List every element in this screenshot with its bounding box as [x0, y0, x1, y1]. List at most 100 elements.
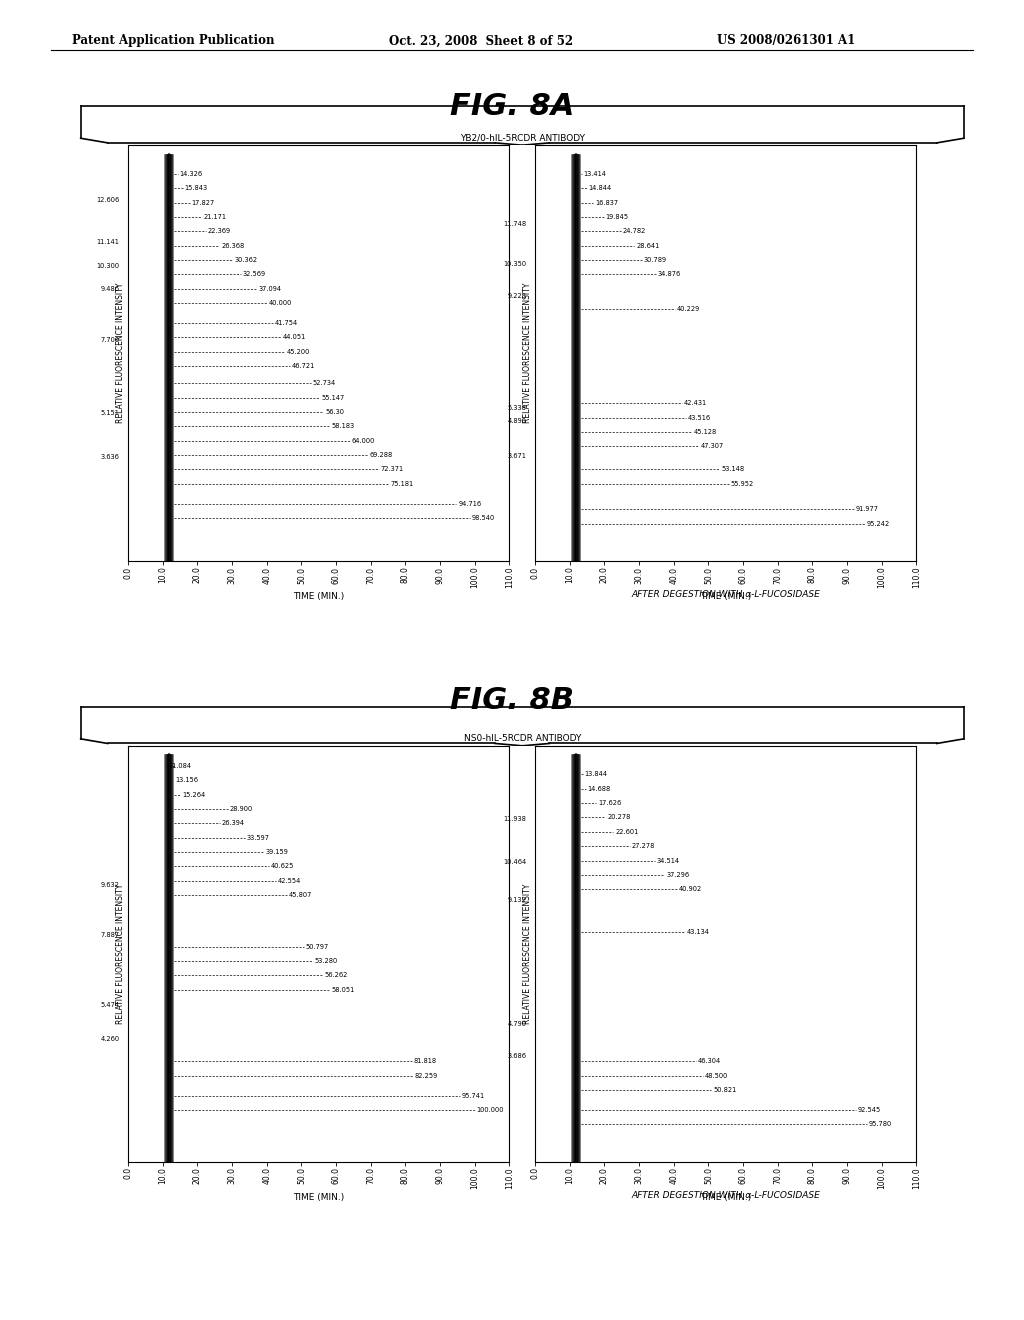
Y-axis label: RELATIVE FLUORESCENCE INTENSITY: RELATIVE FLUORESCENCE INTENSITY	[523, 883, 532, 1024]
Text: 9.632: 9.632	[100, 882, 120, 888]
Text: 17.827: 17.827	[191, 199, 215, 206]
Text: 22.369: 22.369	[207, 228, 230, 234]
Text: 92.545: 92.545	[858, 1107, 881, 1113]
Text: 72.371: 72.371	[381, 466, 403, 473]
Text: Oct. 23, 2008  Sheet 8 of 52: Oct. 23, 2008 Sheet 8 of 52	[389, 34, 573, 48]
Text: 43.134: 43.134	[686, 929, 710, 935]
Text: 30.362: 30.362	[236, 257, 258, 263]
Text: 15.843: 15.843	[184, 185, 208, 191]
Text: FIG. 8A: FIG. 8A	[450, 92, 574, 121]
Text: 95.242: 95.242	[867, 520, 890, 527]
Text: 12.606: 12.606	[96, 197, 120, 202]
Text: 3.671: 3.671	[508, 453, 526, 459]
Text: 41.754: 41.754	[274, 319, 298, 326]
Text: FIG. 8B: FIG. 8B	[450, 686, 574, 715]
Text: Patent Application Publication: Patent Application Publication	[72, 34, 274, 48]
Text: 52.734: 52.734	[312, 380, 336, 387]
Text: 30.789: 30.789	[643, 257, 667, 263]
Text: 69.288: 69.288	[370, 451, 393, 458]
Text: 45.807: 45.807	[289, 892, 312, 898]
Text: 37.296: 37.296	[666, 871, 689, 878]
Text: 82.259: 82.259	[415, 1073, 438, 1078]
Text: 40.902: 40.902	[679, 886, 701, 892]
Text: 94.716: 94.716	[458, 500, 481, 507]
Text: 50.821: 50.821	[713, 1086, 736, 1093]
Text: 27.278: 27.278	[632, 843, 654, 849]
Text: 4.790: 4.790	[507, 1022, 526, 1027]
Text: 11.748: 11.748	[503, 222, 526, 227]
Text: 11.084: 11.084	[168, 763, 191, 768]
Text: 45.200: 45.200	[287, 348, 310, 355]
Text: 58.051: 58.051	[331, 986, 354, 993]
Text: 64.000: 64.000	[351, 437, 375, 444]
Text: 15.264: 15.264	[182, 792, 206, 797]
Text: 95.780: 95.780	[869, 1121, 892, 1127]
Text: 5.474: 5.474	[100, 1002, 120, 1007]
Text: 7.887: 7.887	[100, 932, 120, 939]
Text: US 2008/0261301 A1: US 2008/0261301 A1	[717, 34, 855, 48]
Text: 11.141: 11.141	[96, 239, 120, 244]
Text: 40.000: 40.000	[268, 300, 292, 306]
Text: 39.159: 39.159	[265, 849, 289, 855]
Text: 10.350: 10.350	[503, 261, 526, 267]
Text: YB2/0-hIL-5RCDR ANTIBODY: YB2/0-hIL-5RCDR ANTIBODY	[460, 133, 585, 143]
Text: 34.876: 34.876	[657, 271, 681, 277]
Text: 4.260: 4.260	[100, 1036, 120, 1043]
Text: 75.181: 75.181	[390, 480, 414, 487]
Text: 9.486: 9.486	[100, 286, 120, 292]
X-axis label: TIME (MIN.): TIME (MIN.)	[700, 1193, 752, 1203]
Text: 22.601: 22.601	[615, 829, 638, 834]
Text: 58.183: 58.183	[332, 424, 354, 429]
Text: 55.952: 55.952	[731, 480, 754, 487]
Y-axis label: RELATIVE FLUORESCENCE INTENSITY: RELATIVE FLUORESCENCE INTENSITY	[116, 883, 125, 1024]
Text: NS0-hIL-5RCDR ANTIBODY: NS0-hIL-5RCDR ANTIBODY	[464, 734, 581, 743]
Text: 3.686: 3.686	[507, 1053, 526, 1059]
Text: 34.514: 34.514	[656, 858, 680, 863]
Text: 47.307: 47.307	[700, 444, 724, 449]
Text: 9.132: 9.132	[508, 896, 526, 903]
Text: 44.051: 44.051	[283, 334, 306, 341]
Text: 46.304: 46.304	[697, 1059, 721, 1064]
Text: 28.641: 28.641	[636, 243, 659, 248]
Text: 56.30: 56.30	[325, 409, 344, 414]
Text: 14.844: 14.844	[588, 185, 611, 191]
X-axis label: TIME (MIN.): TIME (MIN.)	[293, 593, 344, 602]
Text: 95.741: 95.741	[462, 1093, 484, 1098]
Text: 42.554: 42.554	[278, 878, 301, 883]
Text: 4.890: 4.890	[507, 417, 526, 424]
Text: 20.278: 20.278	[607, 814, 631, 821]
Text: 56.262: 56.262	[325, 973, 348, 978]
Text: 37.094: 37.094	[258, 285, 282, 292]
Text: 32.569: 32.569	[243, 271, 266, 277]
Text: 13.844: 13.844	[585, 771, 608, 777]
Text: 48.500: 48.500	[705, 1073, 728, 1078]
Y-axis label: RELATIVE FLUORESCENCE INTENSITY: RELATIVE FLUORESCENCE INTENSITY	[523, 282, 532, 424]
Text: 13.156: 13.156	[175, 777, 199, 783]
Text: 5.338: 5.338	[508, 405, 526, 411]
Text: 55.147: 55.147	[321, 395, 344, 400]
Text: 14.688: 14.688	[588, 785, 611, 792]
Text: 100.000: 100.000	[476, 1107, 504, 1113]
Text: 40.229: 40.229	[676, 306, 699, 312]
Text: 10.300: 10.300	[96, 263, 120, 269]
Text: 17.626: 17.626	[598, 800, 622, 807]
X-axis label: TIME (MIN.): TIME (MIN.)	[293, 1193, 344, 1203]
Text: 21.171: 21.171	[203, 214, 226, 220]
Text: 14.326: 14.326	[179, 170, 203, 177]
Text: 13.414: 13.414	[584, 170, 606, 177]
Text: 11.938: 11.938	[504, 816, 526, 822]
Text: 42.431: 42.431	[684, 400, 707, 407]
Text: 91.977: 91.977	[856, 507, 879, 512]
Text: AFTER DEGESTION WITH α-L-FUCOSIDASE: AFTER DEGESTION WITH α-L-FUCOSIDASE	[632, 590, 820, 599]
Text: 46.721: 46.721	[292, 363, 315, 370]
Text: 28.900: 28.900	[230, 807, 253, 812]
Text: 26.368: 26.368	[221, 243, 245, 248]
Text: 98.540: 98.540	[471, 515, 495, 521]
Text: 19.845: 19.845	[605, 214, 629, 220]
Text: 50.797: 50.797	[306, 944, 329, 949]
Text: 7.700: 7.700	[100, 337, 120, 343]
Text: 3.636: 3.636	[100, 454, 120, 459]
Text: 24.782: 24.782	[623, 228, 646, 234]
Text: 26.394: 26.394	[221, 820, 245, 826]
X-axis label: TIME (MIN.): TIME (MIN.)	[700, 593, 752, 602]
